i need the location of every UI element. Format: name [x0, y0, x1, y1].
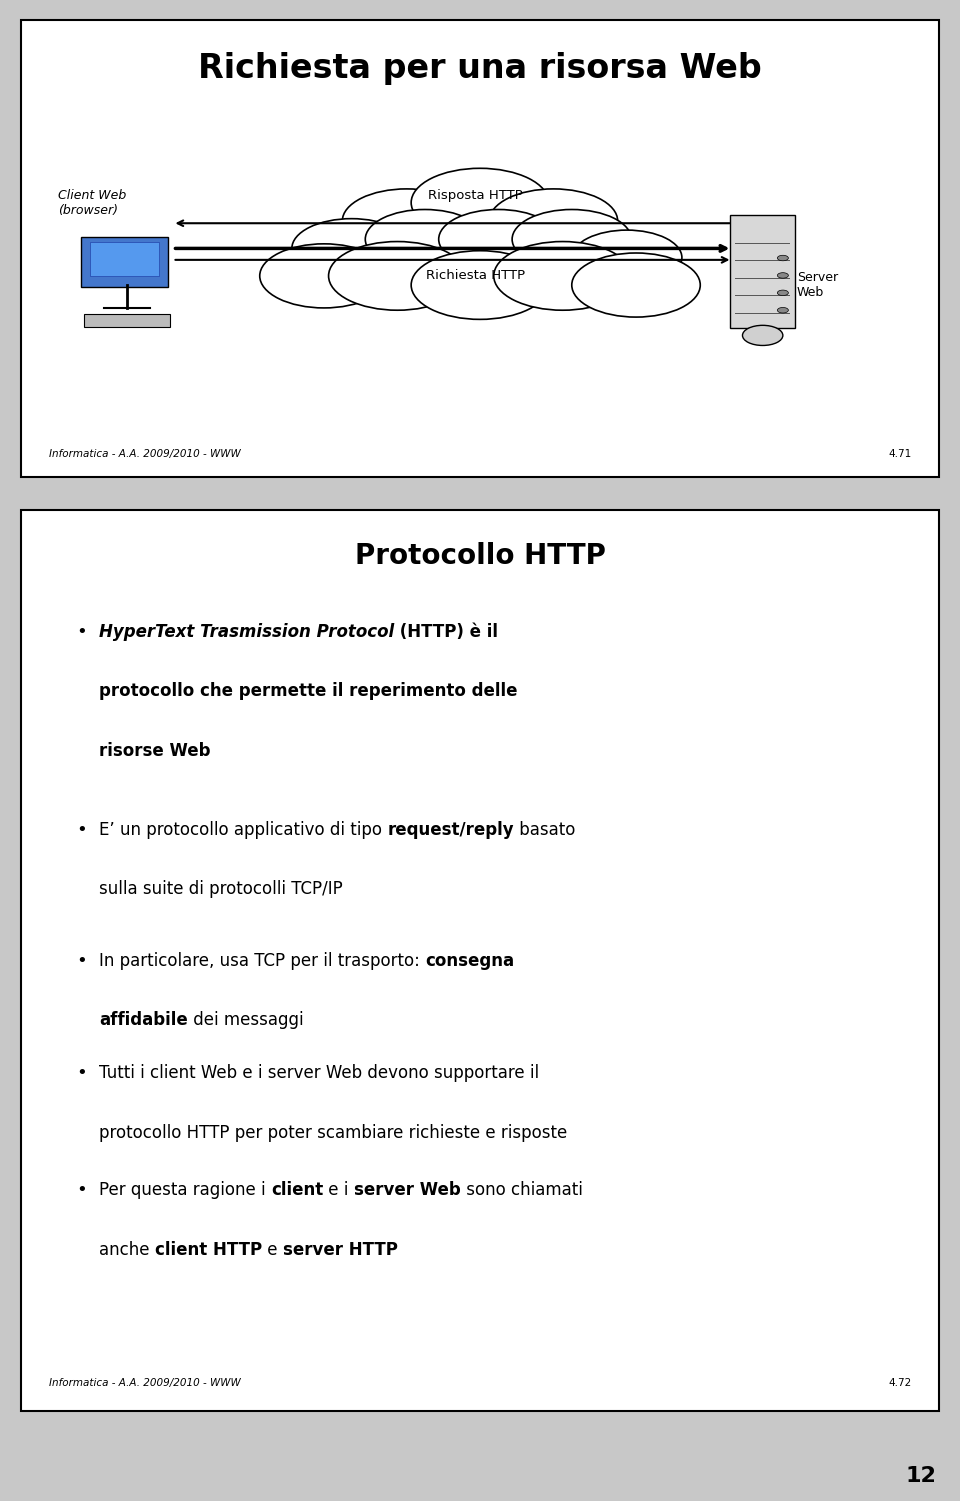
Text: e i: e i	[324, 1181, 354, 1199]
Circle shape	[328, 242, 467, 311]
Text: 4.72: 4.72	[888, 1378, 911, 1388]
Text: (HTTP) è il: (HTTP) è il	[395, 623, 498, 641]
Circle shape	[778, 308, 788, 314]
Circle shape	[343, 189, 470, 254]
Text: server Web: server Web	[354, 1181, 461, 1199]
Circle shape	[292, 219, 411, 278]
FancyBboxPatch shape	[21, 510, 939, 1411]
FancyBboxPatch shape	[730, 215, 795, 327]
Text: Client Web
(browser): Client Web (browser)	[58, 189, 126, 216]
Text: In particolare, usa TCP per il trasporto:: In particolare, usa TCP per il trasporto…	[99, 952, 425, 970]
FancyBboxPatch shape	[81, 237, 168, 287]
FancyBboxPatch shape	[84, 314, 170, 327]
Text: E’ un protocollo applicativo di tipo: E’ un protocollo applicativo di tipo	[99, 821, 388, 839]
Text: Informatica - A.A. 2009/2010 - WWW: Informatica - A.A. 2009/2010 - WWW	[49, 449, 240, 459]
Text: Server
Web: Server Web	[797, 272, 838, 299]
Text: anche: anche	[99, 1241, 155, 1259]
FancyBboxPatch shape	[90, 242, 158, 276]
Circle shape	[778, 273, 788, 278]
Text: •: •	[76, 821, 87, 839]
Circle shape	[778, 255, 788, 261]
Text: •: •	[76, 623, 87, 641]
Circle shape	[411, 251, 549, 320]
Circle shape	[365, 210, 485, 269]
Text: client HTTP: client HTTP	[155, 1241, 262, 1259]
Circle shape	[411, 168, 549, 237]
Text: dei messaggi: dei messaggi	[188, 1012, 303, 1030]
Circle shape	[490, 189, 617, 254]
Text: protocollo HTTP per poter scambiare richieste e risposte: protocollo HTTP per poter scambiare rich…	[99, 1124, 567, 1142]
Text: protocollo che permette il reperimento delle: protocollo che permette il reperimento d…	[99, 683, 517, 701]
Text: Informatica - A.A. 2009/2010 - WWW: Informatica - A.A. 2009/2010 - WWW	[49, 1378, 240, 1388]
Text: sono chiamati: sono chiamati	[461, 1181, 583, 1199]
Text: server HTTP: server HTTP	[283, 1241, 397, 1259]
Circle shape	[572, 230, 682, 285]
Text: risorse Web: risorse Web	[99, 741, 210, 760]
Text: 4.71: 4.71	[888, 449, 911, 459]
Text: request/reply: request/reply	[388, 821, 514, 839]
Text: Richiesta HTTP: Richiesta HTTP	[426, 269, 525, 282]
Text: •: •	[76, 1181, 87, 1199]
Text: e: e	[262, 1241, 283, 1259]
Circle shape	[778, 290, 788, 296]
Text: •: •	[76, 1064, 87, 1082]
Circle shape	[493, 242, 632, 311]
Text: 12: 12	[905, 1466, 936, 1486]
Text: Risposta HTTP: Risposta HTTP	[428, 189, 523, 203]
Circle shape	[439, 210, 558, 269]
Text: client: client	[271, 1181, 324, 1199]
Text: Protocollo HTTP: Protocollo HTTP	[354, 542, 606, 570]
Circle shape	[742, 326, 782, 345]
Text: Tutti i client Web e i server Web devono supportare il: Tutti i client Web e i server Web devono…	[99, 1064, 540, 1082]
Text: consegna: consegna	[425, 952, 515, 970]
Text: sulla suite di protocolli TCP/IP: sulla suite di protocolli TCP/IP	[99, 881, 343, 899]
Circle shape	[572, 254, 700, 317]
FancyBboxPatch shape	[21, 20, 939, 477]
Text: Richiesta per una risorsa Web: Richiesta per una risorsa Web	[198, 51, 762, 84]
Circle shape	[260, 243, 388, 308]
Text: basato: basato	[514, 821, 575, 839]
Text: affidabile: affidabile	[99, 1012, 188, 1030]
Text: •: •	[76, 952, 87, 970]
Text: HyperText Trasmission Protocol: HyperText Trasmission Protocol	[99, 623, 395, 641]
Text: Per questa ragione i: Per questa ragione i	[99, 1181, 271, 1199]
Circle shape	[512, 210, 632, 269]
